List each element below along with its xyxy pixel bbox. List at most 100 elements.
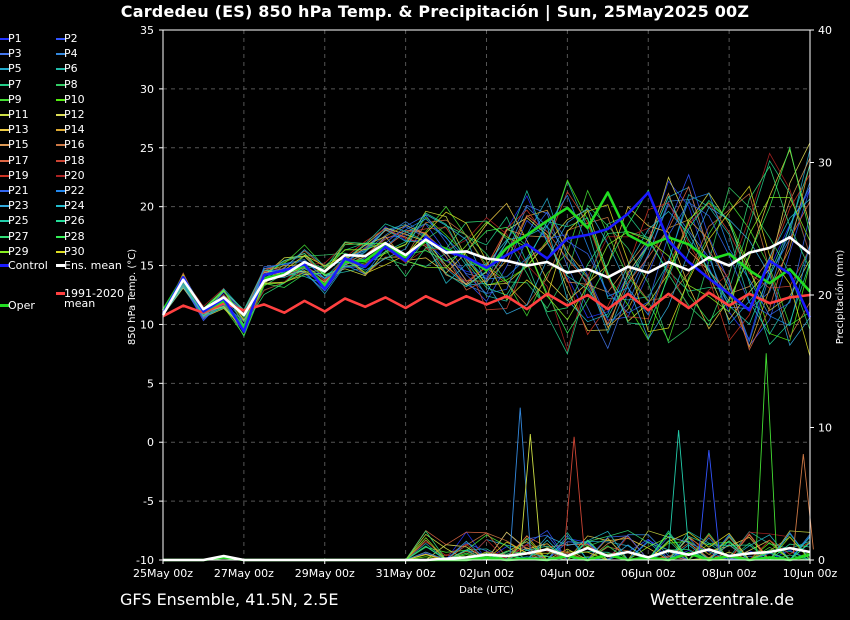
legend-swatch: [56, 144, 65, 147]
axes: -10 -5 0 5 10 15 20 25 30 35 0 10 20 30 40 25May 00z 27M…: [127, 24, 846, 596]
member-temp-line: [162, 201, 811, 323]
legend-swatch: [0, 304, 9, 307]
legend-swatch: [56, 235, 65, 238]
series-line-temp: [161, 236, 811, 317]
y2-tick-label: 10: [818, 422, 832, 435]
y-tick-label: 20: [140, 201, 154, 214]
legend-label: Control: [8, 259, 48, 272]
x-tick-label: 10Jun 00z: [783, 567, 838, 580]
legend-swatch: [56, 264, 65, 267]
y-tick-label: 35: [140, 24, 154, 37]
x-tick-label: 25May 00z: [133, 567, 193, 580]
legend-swatch: [0, 114, 9, 116]
y2-tick-label: 0: [818, 554, 825, 567]
x-tick-label: 06Jun 00z: [621, 567, 676, 580]
legend-label: P4: [64, 47, 78, 61]
y-tick-label: -10: [136, 554, 154, 567]
legend-swatch: [56, 38, 65, 40]
legend-swatch: [56, 53, 65, 56]
legend-swatch: [56, 174, 65, 177]
series-line-temp: [161, 191, 812, 333]
legend-swatch: [56, 159, 65, 162]
member-temp-line: [162, 186, 811, 344]
legend-label: P3: [8, 47, 22, 61]
y2-tick-label: 20: [818, 289, 832, 302]
legend-swatch: [0, 38, 9, 40]
legend-swatch: [0, 159, 9, 162]
legend-label: P30: [64, 244, 85, 258]
legend-label: P2: [64, 32, 78, 45]
y-tick-label: 10: [140, 318, 154, 331]
legend-swatch: [56, 129, 65, 132]
member-temp-line: [162, 146, 811, 335]
legend-label: P12: [64, 108, 85, 121]
y-tick-label: 5: [147, 377, 154, 390]
legend-label: P14: [64, 123, 85, 137]
member-temp-line: [162, 192, 811, 327]
y2-tick-label: 40: [818, 24, 832, 37]
member-precip-peak: [509, 407, 531, 554]
x-tick-label: 29May 00z: [295, 567, 355, 580]
legend-label: 1991-2020: [64, 287, 124, 300]
legend-swatch: [0, 98, 9, 101]
legend-swatch: [56, 220, 65, 223]
legend-label: P6: [64, 62, 78, 76]
legend-label: P27: [8, 229, 29, 243]
legend-label: P21: [8, 184, 29, 197]
y-tick-label: 30: [140, 83, 154, 96]
legend-swatch: [0, 174, 9, 177]
legend-label: P26: [64, 214, 85, 228]
legend-swatch: [0, 129, 9, 132]
legend-swatch: [0, 190, 9, 192]
legend-label: P23: [8, 199, 29, 213]
legend-swatch: [56, 83, 65, 86]
x-tick-label: 02Jun 00z: [459, 567, 514, 580]
legend-swatch: [56, 205, 65, 208]
y-tick-label: -5: [143, 495, 154, 508]
series-line-temp: [162, 291, 811, 318]
legend-label: P25: [8, 214, 29, 228]
grid: [163, 30, 810, 560]
x-axis-label: Date (UTC): [459, 585, 514, 596]
x-tick-label: 08Jun 00z: [702, 567, 757, 580]
series-line-temp: [161, 191, 811, 330]
legend: P1 P2 P3 P4 P5 P6 P7 P8 P9 P10 P11 P12 P13 P14 P15 P16 P…: [0, 30, 130, 320]
member-temp-line: [162, 196, 811, 322]
legend-label: P19: [8, 168, 29, 182]
y-tick-label: 25: [140, 142, 154, 155]
member-precip-peak: [563, 436, 585, 554]
member-precip-peak: [519, 434, 541, 554]
legend-label: P9: [8, 92, 22, 106]
legend-swatch: [0, 83, 9, 86]
legend-swatch: [56, 68, 65, 71]
legend-label: Ens. mean: [64, 259, 122, 272]
y-tick-label: 15: [140, 260, 154, 273]
legend-swatch: [0, 68, 9, 71]
legend-label: P29: [8, 244, 29, 258]
legend-label: P28: [64, 229, 85, 243]
x-tick-label: 31May 00z: [376, 567, 436, 580]
legend-swatch: [0, 53, 9, 56]
legend-label: P13: [8, 123, 29, 137]
member-temp-line: [162, 148, 811, 330]
chart-title: Cardedeu (ES) 850 hPa Temp. & Precipitac…: [120, 2, 750, 21]
legend-label: P11: [8, 108, 29, 121]
legend-label: P17: [8, 153, 29, 167]
legend-swatch: [56, 292, 65, 295]
legend-label: P24: [64, 199, 85, 213]
member-precip-peak: [755, 353, 777, 554]
legend-swatch: [56, 114, 65, 116]
footer-model: GFS Ensemble, 41.5N, 2.5E: [120, 590, 339, 609]
legend-swatch: [0, 220, 9, 223]
legend-label: P20: [64, 168, 85, 182]
member-temp-line: [162, 199, 811, 346]
legend-climate-line2: mean: [64, 297, 96, 310]
member-temp-line: [162, 165, 811, 327]
legend-label: P16: [64, 138, 85, 152]
legend-label: P22: [64, 184, 85, 197]
footer-site: Wetterzentrale.de: [650, 590, 795, 609]
legend-swatch: [0, 250, 9, 253]
legend-swatch: [0, 144, 9, 147]
y-axis-label: 850 hPa Temp. (°C): [127, 249, 138, 345]
